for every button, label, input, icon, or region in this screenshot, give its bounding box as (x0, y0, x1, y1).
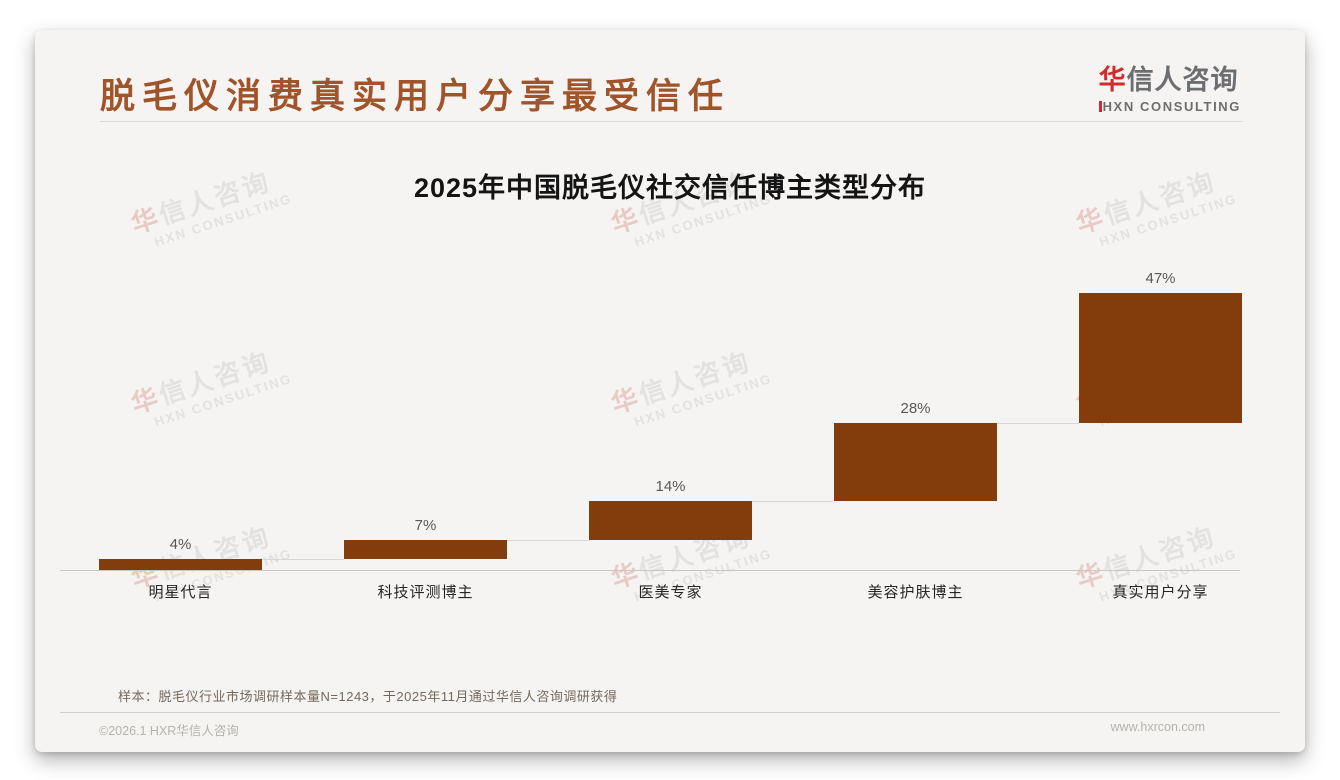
waterfall-plot: 4% 明星代言 7% 科技评测博主 14% 医美专家 28% 美容护肤博主 47% 真实用户分享 (60, 180, 1242, 610)
bar-category-label: 明星代言 (148, 584, 213, 601)
bar-category-label: 医美专家 (638, 584, 703, 601)
bar-category-label: 真实用户分享 (1112, 584, 1209, 601)
bar-value-label: 47% (1145, 270, 1176, 287)
bar-value-label: 7% (414, 516, 437, 534)
bar (589, 500, 752, 540)
copyright-text: ©2026.1 HXR华信人咨询 (99, 724, 239, 738)
website-url: www.hxrcon.com (1110, 720, 1205, 734)
bar-value-label: 28% (900, 400, 931, 418)
bar (834, 423, 997, 501)
brand-logo: 华信人咨询 HXN CONSULTING (1099, 58, 1241, 114)
bar (1079, 293, 1242, 424)
header-divider (100, 121, 1243, 122)
bar (344, 539, 507, 559)
footer-divider (60, 712, 1280, 713)
logo-hua-character: 华 (1098, 65, 1127, 95)
connector-line (507, 539, 589, 541)
bar-category-label: 科技评测博主 (377, 584, 474, 601)
sample-note: 样本：脱毛仪行业市场调研样本量N=1243，于2025年11月通过华信人咨询调研… (118, 689, 618, 704)
bar-value-label: 14% (655, 477, 686, 495)
connector-line (752, 500, 834, 502)
logo-cn-rest: 信人咨询 (1126, 65, 1239, 95)
report-card: 华信人咨询 HXN CONSULTING 华信人咨询 HXN CONSULTING 华信… (35, 30, 1305, 752)
logo-english-name: HXN CONSULTING (1099, 99, 1241, 114)
bar-value-label: 4% (169, 535, 192, 553)
bar (99, 558, 262, 570)
page-title: 脱毛仪消费真实用户分享最受信任 (100, 77, 731, 116)
logo-chinese-name: 华信人咨询 (1099, 58, 1241, 97)
chart-title: 2025年中国脱毛仪社交信任博主类型分布 (413, 173, 927, 203)
bar-category-label: 美容护肤博主 (867, 584, 964, 601)
x-axis-line (60, 570, 1240, 571)
connector-line (262, 558, 344, 560)
connector-line (997, 423, 1079, 425)
